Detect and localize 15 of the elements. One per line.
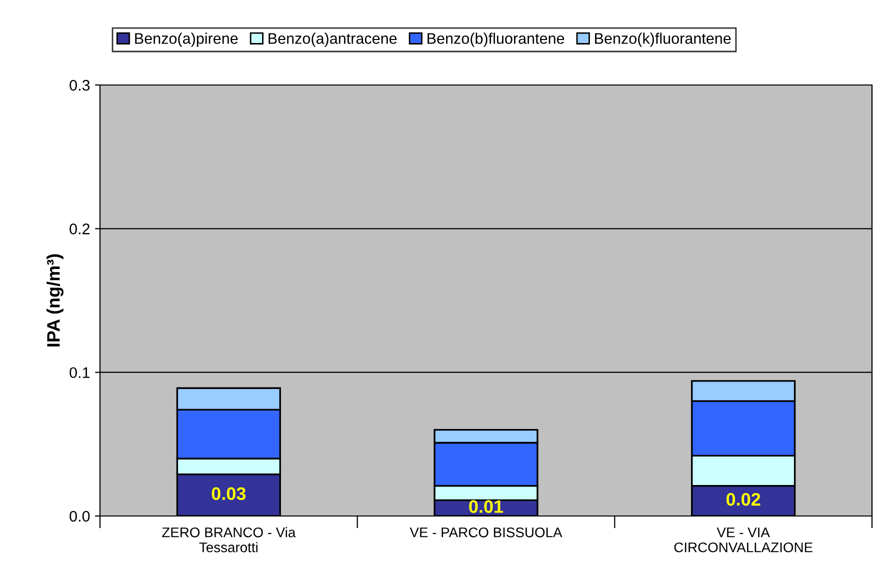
data-label: 0.03 [212, 487, 246, 500]
x-tick-label: VE - VIA CIRCONVALLAZIONE [674, 528, 812, 552]
legend-label: Benzo(k)fluorantene [595, 32, 731, 47]
x-tick-label: ZERO BRANCO - Via Tessarotti [162, 527, 296, 552]
legend-label: Benzo(b)fluorantene [428, 32, 564, 47]
y-tick-label: 0.0 [70, 510, 90, 522]
legend-label: Benzo(a)antracene [268, 32, 397, 47]
y-tick-label: 0.3 [70, 80, 90, 91]
legend-label: Benzo(a)pirene [135, 32, 238, 47]
y-tick-label: 0.2 [70, 224, 90, 234]
y-axis-title: IPA (ng/m³) [46, 254, 64, 346]
y-tick-label: 0.1 [70, 367, 90, 378]
x-tick-label: VE - PARCO BISSUOLA [410, 527, 562, 538]
data-label: 0.01 [469, 500, 504, 513]
data-label: 0.02 [726, 492, 760, 506]
